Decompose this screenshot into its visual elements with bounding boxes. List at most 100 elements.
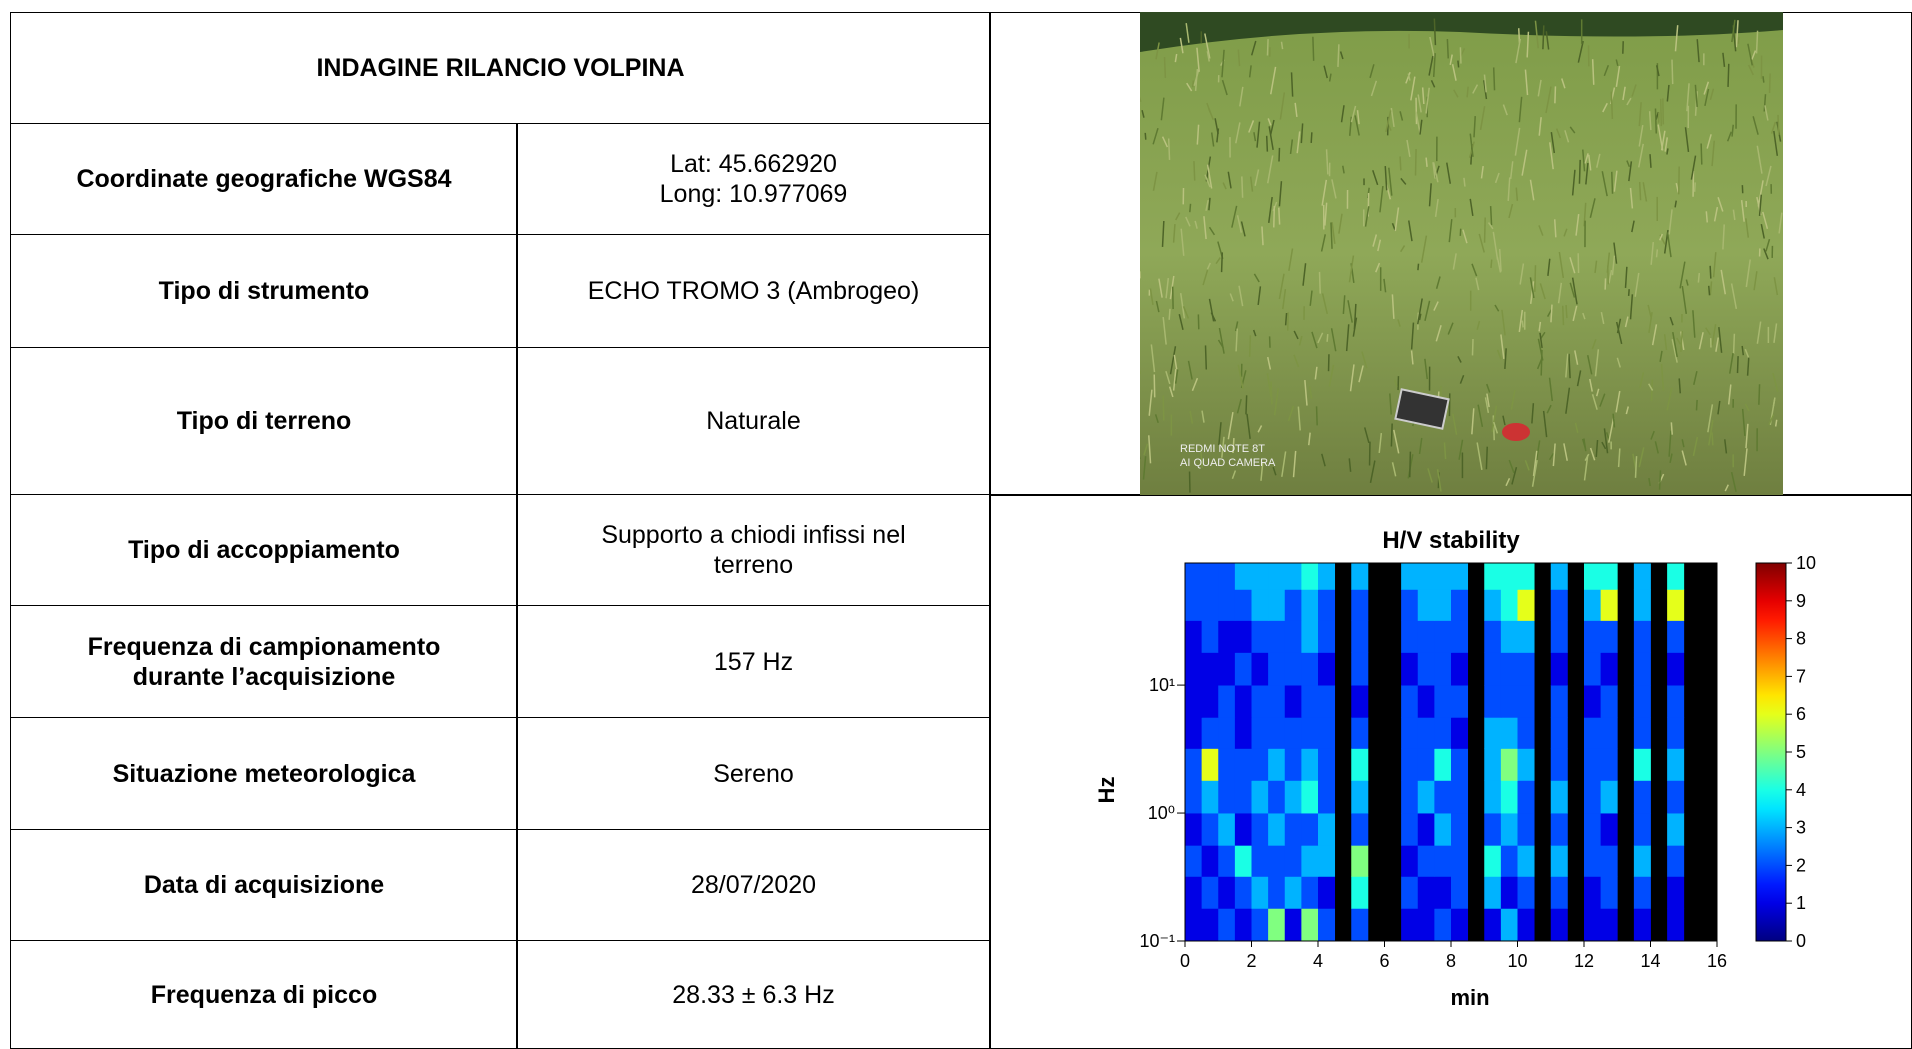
grass-blade [1507,177,1511,201]
grass-blade [1529,277,1535,299]
grass-blade [1732,333,1736,354]
grass-blade [1638,102,1642,127]
grass-blade [1203,216,1207,240]
grass-blade [1700,143,1703,165]
chart: H/V stability min Hz 0 2 4 6 8 10 12 14 1610⁻¹10… [1094,527,1816,1010]
grass-blade [1449,54,1453,65]
grass-blade [1428,55,1434,76]
heatmap-cell [1301,748,1319,781]
grass-blade [1546,404,1552,414]
grass-blade [1611,171,1614,194]
grass-blade [1615,390,1621,413]
table-label: Tipo di terreno [10,347,518,495]
grass-blade [1666,232,1672,258]
grass-blade [1772,397,1776,407]
cell-text: Tipo di strumento [158,277,370,305]
grass-blade [1447,322,1454,335]
heatmap-cell [1500,563,1518,590]
x-tick-label: 0 [1180,951,1190,971]
grass-blade [1584,453,1590,461]
heatmap-cell [1484,589,1502,621]
grass-blade [1487,222,1494,230]
heatmap-cell [1484,685,1502,718]
grass-blade [1669,316,1674,326]
grass-blade [1158,278,1163,298]
grass-blade [1152,171,1158,191]
grass-blade [1218,422,1222,446]
grass-blade [1764,105,1769,121]
grass-blade [1732,209,1736,221]
grass-blade [1755,30,1759,54]
grass-blade [1502,415,1506,426]
grass-blade [1607,417,1615,443]
grass-blade [1292,450,1297,478]
heatmap-cell [1667,563,1685,590]
grass-blade [1768,414,1775,425]
heatmap-cell [1201,620,1219,653]
grass-blade [1693,371,1698,385]
grass-blade [1345,324,1350,352]
grass-blade [1648,111,1652,131]
grass-blade [1745,259,1751,288]
grass-blade [1172,369,1177,391]
table-label: Coordinate geografiche WGS84 [10,123,518,235]
grass-blade [1772,372,1779,392]
heatmap-cell [1633,652,1651,686]
heatmap-cell [1201,589,1219,621]
grass-blade [1773,130,1779,156]
grass-blade [1647,304,1653,319]
colorbar-tick-label: 7 [1796,666,1806,686]
heatmap-cell [1301,876,1319,909]
grass-blade [1391,294,1395,319]
grass-blade [1326,333,1329,342]
grass-blade [1589,447,1596,461]
grass-blade [1508,203,1514,219]
grass-blade [1524,459,1530,471]
heatmap-cell [1234,845,1252,877]
table-title: INDAGINE RILANCIO VOLPINA [10,12,991,124]
grass-blade [1538,225,1544,236]
heatmap-cell [1351,780,1369,814]
grass-blade [1216,128,1220,143]
grass-blade [1659,350,1663,362]
grass-blade [1674,200,1677,208]
cell-text: ECHO TROMO 3 (Ambrogeo) [587,277,920,305]
grass-blade [1758,194,1763,217]
x-label: min [1450,985,1489,1010]
grass-blade [1730,283,1738,310]
grass-blade [1574,422,1579,434]
heatmap-cell [1201,780,1219,814]
grass-blade [1705,211,1709,223]
grass [1140,18,1783,493]
heatmap-cell [1600,876,1618,909]
grass-blade [1595,388,1600,397]
heatmap-cell [1550,563,1568,590]
grass-blade [1703,81,1710,95]
table-value: 157 Hz [516,605,991,718]
table-label: Situazione meteorologica [10,717,518,830]
grass-blade [1519,263,1525,285]
heatmap-cell [1284,589,1302,621]
grass-blade [1191,377,1199,392]
y-label: Hz [1094,777,1119,804]
grass-blade [1773,277,1779,296]
grass-blade [1631,220,1635,233]
grass-blade [1558,251,1565,278]
heatmap-cell [1234,563,1252,590]
grass-blade [1571,169,1576,196]
grass-blade [1387,124,1392,131]
grass-blade [1384,166,1388,191]
grass-blade [1681,450,1687,466]
grass-blade [1148,435,1152,464]
heatmap-cell [1301,652,1319,686]
grass-blade [1194,220,1198,229]
heatmap-cell [1401,685,1419,718]
grass-blade [1430,80,1436,88]
grass-blade [1631,84,1637,97]
grass-blade [1582,312,1586,320]
grass-blade [1515,38,1522,64]
cell-text: Naturale [706,407,801,435]
grass-blade [1670,422,1673,435]
grass-blade [1390,107,1395,128]
grass-blade [1526,31,1530,58]
